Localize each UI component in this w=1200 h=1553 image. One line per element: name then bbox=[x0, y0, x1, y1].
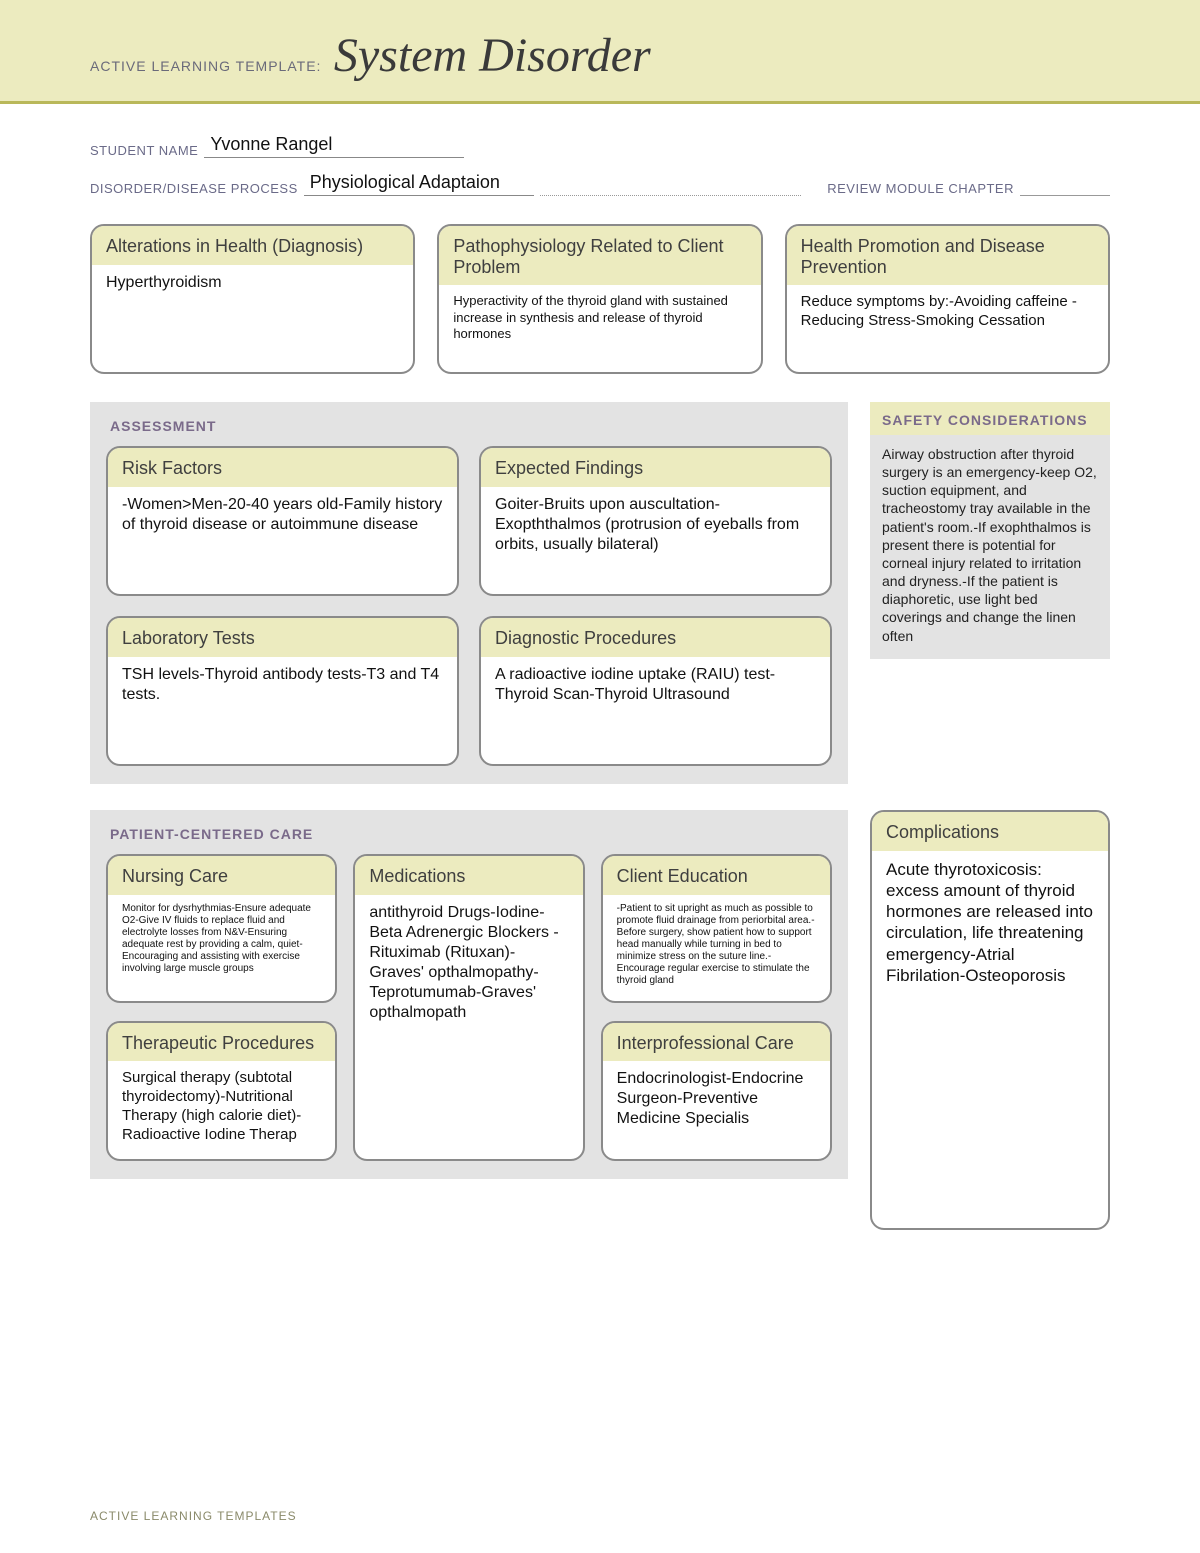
diag-body: A radioactive iodine uptake (RAIU) test-… bbox=[481, 657, 830, 719]
edu-body: -Patient to sit upright as much as possi… bbox=[603, 895, 830, 1001]
therap-box: Therapeutic Procedures Surgical therapy … bbox=[106, 1021, 337, 1161]
inter-title: Interprofessional Care bbox=[603, 1023, 830, 1062]
top-three-row: Alterations in Health (Diagnosis) Hypert… bbox=[90, 224, 1110, 374]
therap-body: Surgical therapy (subtotal thyroidectomy… bbox=[108, 1061, 335, 1158]
alterations-title: Alterations in Health (Diagnosis) bbox=[92, 226, 413, 265]
edu-title: Client Education bbox=[603, 856, 830, 895]
therap-title: Therapeutic Procedures bbox=[108, 1023, 335, 1062]
meds-box: Medications antithyroid Drugs-Iodine-Bet… bbox=[353, 854, 584, 1161]
header-prefix: ACTIVE LEARNING TEMPLATE: bbox=[90, 58, 321, 74]
complications-col: Complications Acute thyrotoxicosis: exce… bbox=[870, 810, 1110, 1230]
nursing-title: Nursing Care bbox=[108, 856, 335, 895]
header-band: ACTIVE LEARNING TEMPLATE: System Disorde… bbox=[0, 0, 1200, 104]
safety-col: SAFETY CONSIDERATIONS Airway obstruction… bbox=[870, 402, 1110, 810]
nursing-box: Nursing Care Monitor for dysrhythmias-En… bbox=[106, 854, 337, 1003]
pcc-label: PATIENT-CENTERED CARE bbox=[110, 826, 832, 842]
alterations-body: Hyperthyroidism bbox=[92, 265, 413, 307]
student-label: STUDENT NAME bbox=[90, 143, 198, 158]
assessment-col: ASSESSMENT Risk Factors -Women>Men-20-40… bbox=[90, 402, 848, 810]
complications-title: Complications bbox=[872, 812, 1108, 851]
inter-body: Endocrinologist-Endocrine Surgeon-Preven… bbox=[603, 1061, 830, 1143]
labs-body: TSH levels-Thyroid antibody tests-T3 and… bbox=[108, 657, 457, 719]
page: ACTIVE LEARNING TEMPLATE: System Disorde… bbox=[0, 0, 1200, 1270]
inter-box: Interprofessional Care Endocrinologist-E… bbox=[601, 1021, 832, 1161]
findings-title: Expected Findings bbox=[481, 448, 830, 487]
promo-title: Health Promotion and Disease Prevention bbox=[787, 226, 1108, 285]
safety-block: SAFETY CONSIDERATIONS Airway obstruction… bbox=[870, 402, 1110, 659]
alterations-box: Alterations in Health (Diagnosis) Hypert… bbox=[90, 224, 415, 374]
diag-title: Diagnostic Procedures bbox=[481, 618, 830, 657]
promo-box: Health Promotion and Disease Prevention … bbox=[785, 224, 1110, 374]
meds-title: Medications bbox=[355, 856, 582, 895]
form-lines: STUDENT NAME Yvonne Rangel DISORDER/DISE… bbox=[90, 134, 1110, 196]
complications-box: Complications Acute thyrotoxicosis: exce… bbox=[870, 810, 1110, 1230]
pcc-grid: Nursing Care Monitor for dysrhythmias-En… bbox=[106, 854, 832, 1161]
patho-box: Pathophysiology Related to Client Proble… bbox=[437, 224, 762, 374]
edu-box: Client Education -Patient to sit upright… bbox=[601, 854, 832, 1003]
assessment-safety-row: ASSESSMENT Risk Factors -Women>Men-20-40… bbox=[90, 402, 1110, 810]
labs-box: Laboratory Tests TSH levels-Thyroid anti… bbox=[106, 616, 459, 766]
pcc-row: PATIENT-CENTERED CARE Nursing Care Monit… bbox=[90, 810, 1110, 1230]
risk-box: Risk Factors -Women>Men-20-40 years old-… bbox=[106, 446, 459, 596]
patho-title: Pathophysiology Related to Client Proble… bbox=[439, 226, 760, 285]
disorder-row: DISORDER/DISEASE PROCESS Physiological A… bbox=[90, 172, 1110, 196]
risk-title: Risk Factors bbox=[108, 448, 457, 487]
review-label: REVIEW MODULE CHAPTER bbox=[827, 181, 1014, 196]
nursing-body: Monitor for dysrhythmias-Ensure adequate… bbox=[108, 895, 335, 989]
findings-box: Expected Findings Goiter-Bruits upon aus… bbox=[479, 446, 832, 596]
assessment-panel: ASSESSMENT Risk Factors -Women>Men-20-40… bbox=[90, 402, 848, 784]
risk-body: -Women>Men-20-40 years old-Family histor… bbox=[108, 487, 457, 549]
review-blank bbox=[1020, 182, 1110, 196]
labs-title: Laboratory Tests bbox=[108, 618, 457, 657]
footer-text: ACTIVE LEARNING TEMPLATES bbox=[90, 1509, 297, 1523]
disorder-blank bbox=[540, 182, 801, 196]
content-area: STUDENT NAME Yvonne Rangel DISORDER/DISE… bbox=[0, 104, 1200, 1230]
complications-body: Acute thyrotoxicosis: excess amount of t… bbox=[872, 851, 1108, 1001]
student-row: STUDENT NAME Yvonne Rangel bbox=[90, 134, 1110, 158]
disorder-label: DISORDER/DISEASE PROCESS bbox=[90, 181, 298, 196]
findings-body: Goiter-Bruits upon auscultation-Exopthth… bbox=[481, 487, 830, 569]
safety-head: SAFETY CONSIDERATIONS bbox=[870, 402, 1110, 435]
diag-box: Diagnostic Procedures A radioactive iodi… bbox=[479, 616, 832, 766]
meds-body: antithyroid Drugs-Iodine-Beta Adrenergic… bbox=[355, 895, 582, 1037]
assessment-grid: Risk Factors -Women>Men-20-40 years old-… bbox=[106, 446, 832, 766]
safety-label: SAFETY CONSIDERATIONS bbox=[882, 412, 1098, 429]
safety-body: Airway obstruction after thyroid surgery… bbox=[870, 435, 1110, 659]
patho-body: Hyperactivity of the thyroid gland with … bbox=[439, 285, 760, 356]
promo-body: Reduce symptoms by:-Avoiding caffeine -R… bbox=[787, 285, 1108, 345]
pcc-left: PATIENT-CENTERED CARE Nursing Care Monit… bbox=[90, 810, 848, 1230]
student-value: Yvonne Rangel bbox=[204, 134, 464, 158]
assessment-label: ASSESSMENT bbox=[110, 418, 832, 434]
header-title: System Disorder bbox=[334, 29, 651, 82]
disorder-value: Physiological Adaptaion bbox=[304, 172, 534, 196]
pcc-panel: PATIENT-CENTERED CARE Nursing Care Monit… bbox=[90, 810, 848, 1179]
